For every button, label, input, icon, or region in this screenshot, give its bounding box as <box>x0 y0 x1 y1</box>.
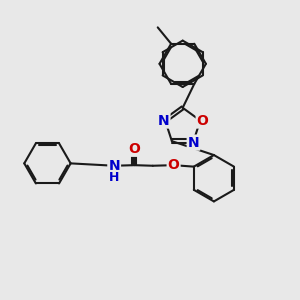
Text: O: O <box>197 113 208 128</box>
Text: N: N <box>158 113 170 128</box>
Text: O: O <box>168 158 180 172</box>
Text: N: N <box>108 159 120 173</box>
Text: O: O <box>128 142 140 156</box>
Text: N: N <box>188 136 199 150</box>
Text: H: H <box>109 170 119 184</box>
